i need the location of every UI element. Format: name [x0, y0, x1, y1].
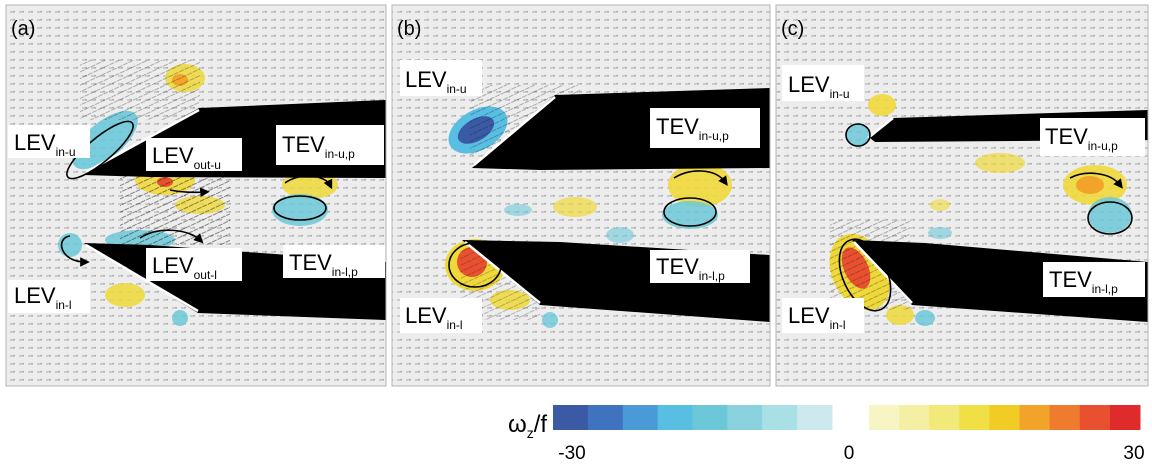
- panel-c: (c) LEVin-u TEVin-u,p TEVin-l,p LEVin-l: [776, 5, 1148, 386]
- colorbar: ωz/f -30 0 30: [508, 405, 1145, 464]
- svg-text:LEVin-u: LEVin-u: [14, 130, 76, 159]
- vortex-contours: [448, 170, 728, 288]
- colorbar-tick-max: 30: [1123, 443, 1144, 464]
- colorbar-swatch-positive: [869, 405, 900, 430]
- panel-a-tag: (a): [11, 18, 35, 40]
- label-tev-in-l-p: TEVin-l,p: [1043, 262, 1145, 297]
- label-lev-in-l: LEVin-l: [400, 298, 482, 333]
- svg-text:LEVin-l: LEVin-l: [405, 303, 463, 332]
- panel-a: (a) LEVin-u LEVout-u TEVin-u,p LEVout-l …: [6, 5, 386, 386]
- panel-b-tag: (b): [397, 18, 421, 40]
- label-tev-in-u-p: TEVin-u,p: [650, 108, 760, 148]
- colorbar-negative-scale: [553, 405, 833, 430]
- colorbar-swatch-positive: [1019, 405, 1051, 430]
- colorbar-swatch-positive: [1109, 405, 1141, 430]
- label-lev-out-l: LEVout-l: [146, 248, 242, 282]
- svg-text:TEVin-u,p: TEVin-u,p: [656, 114, 729, 143]
- svg-text:LEVin-l: LEVin-l: [788, 303, 846, 332]
- colorbar-swatch-negative: [622, 405, 659, 430]
- panel-c-tag: (c): [781, 18, 804, 40]
- svg-text:TEVin-l,p: TEVin-l,p: [289, 250, 358, 279]
- vortex-contours: [60, 120, 333, 267]
- label-lev-in-u: LEVin-u: [782, 65, 864, 101]
- colorbar-swatch-positive: [1049, 405, 1081, 430]
- label-lev-out-u: LEVout-u: [146, 138, 242, 172]
- colorbar-swatch-positive: [989, 405, 1021, 430]
- panel-b: (b) LEVin-u TEVin-u,p TEVin-l,p LEVin-l: [392, 5, 770, 386]
- colorbar-swatch-negative: [797, 405, 833, 430]
- colorbar-swatch-positive: [899, 405, 930, 430]
- label-tev-in-u-p: TEVin-u,p: [1040, 118, 1145, 156]
- lower-wing: [852, 240, 1148, 322]
- colorbar-positive-scale: [869, 405, 1141, 430]
- label-lev-in-l: LEVin-l: [8, 280, 90, 313]
- colorbar-swatch-negative: [657, 405, 693, 430]
- svg-text:TEVin-u,p: TEVin-u,p: [1045, 124, 1118, 153]
- label-lev-in-l: LEVin-l: [782, 298, 864, 333]
- svg-text:LEVin-u: LEVin-u: [405, 67, 467, 96]
- svg-text:LEVout-l: LEVout-l: [152, 253, 217, 282]
- svg-text:TEVin-u,p: TEVin-u,p: [282, 132, 355, 161]
- label-tev-in-l-p: TEVin-l,p: [650, 250, 750, 283]
- svg-text:LEVout-u: LEVout-u: [152, 143, 221, 172]
- vortex-contours: [838, 123, 1133, 312]
- colorbar-swatch-negative: [692, 405, 728, 430]
- colorbar-tick-mid: 0: [844, 443, 855, 464]
- label-tev-in-l-p: TEVin-l,p: [283, 245, 385, 279]
- colorbar-swatch-positive: [1079, 405, 1111, 430]
- colorbar-tick-min: -30: [558, 443, 585, 464]
- colorbar-swatch-negative: [762, 405, 798, 430]
- label-tev-in-u-p: TEVin-u,p: [276, 125, 384, 165]
- svg-text:TEVin-l,p: TEVin-l,p: [656, 254, 725, 283]
- label-lev-in-u: LEVin-u: [8, 125, 90, 159]
- colorbar-swatch-negative: [727, 405, 763, 430]
- svg-text:LEVin-u: LEVin-u: [788, 72, 850, 101]
- colorbar-swatch-negative: [553, 405, 589, 430]
- colorbar-swatch-negative: [587, 405, 624, 430]
- svg-text:LEVin-l: LEVin-l: [14, 283, 72, 312]
- colorbar-title: ωz/f: [508, 411, 547, 441]
- colorbar-swatch-positive: [959, 405, 990, 430]
- label-lev-in-u: LEVin-u: [400, 60, 482, 96]
- svg-text:TEVin-l,p: TEVin-l,p: [1049, 267, 1118, 296]
- colorbar-swatch-positive: [929, 405, 960, 430]
